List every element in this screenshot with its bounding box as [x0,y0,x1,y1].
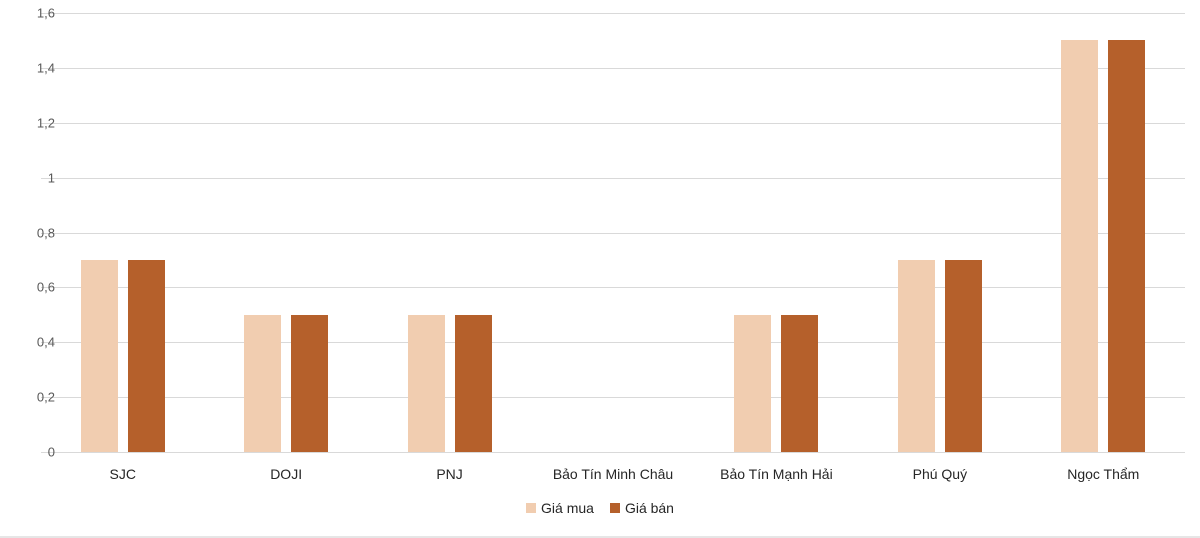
gridline [41,13,1185,14]
gridline [41,123,1185,124]
x-tick-label: Phú Quý [912,466,968,482]
x-tick-label: SJC [109,466,136,482]
x-tick-label: Bảo Tín Mạnh Hải [720,466,833,482]
bar-gia-ban[interactable] [1108,40,1146,452]
y-tick-label: 0 [47,444,55,460]
gridline [41,287,1185,288]
gridline [41,68,1185,69]
legend-swatch-icon [609,503,620,513]
y-tick-label: 1,4 [36,60,55,76]
bar-gia-ban[interactable] [291,314,329,452]
chart-border [0,536,1200,538]
bar-gia-ban[interactable] [127,259,165,452]
y-tick-label: 1,6 [36,5,55,21]
x-tick-label: Ngọc Thẩm [1067,466,1140,482]
gridline [41,452,1185,453]
x-tick-label: DOJI [270,466,303,482]
legend-item-gia-mua[interactable]: Giá mua [526,500,594,516]
bar-gia-mua[interactable] [734,314,772,452]
legend-label: Giá mua [541,500,594,516]
y-tick-label: 0,2 [36,389,55,405]
bar-gia-mua[interactable] [244,314,282,452]
bar-gia-mua[interactable] [1061,40,1099,452]
bar-gia-ban[interactable] [944,259,982,452]
y-tick-label: 0,6 [36,279,55,295]
gridline [41,342,1185,343]
bar-gia-mua[interactable] [897,259,935,452]
legend-label: Giá bán [624,500,674,516]
bar-gia-ban[interactable] [781,314,819,452]
bar-gia-mua[interactable] [80,259,118,452]
gridline [41,397,1185,398]
x-tick-label: Bảo Tín Minh Châu [552,466,674,482]
x-tick-label: PNJ [436,466,463,482]
y-tick-label: 0,4 [36,334,55,350]
legend-swatch-icon [526,503,537,513]
bar-gia-mua[interactable] [407,314,445,452]
y-tick-label: 1,2 [36,115,55,131]
legend: Giá mua Giá bán [0,500,1200,516]
bar-gia-ban[interactable] [454,314,492,452]
y-tick-label: 0,8 [36,225,55,241]
legend-item-gia-ban[interactable]: Giá bán [609,500,674,516]
y-tick-label: 1 [47,170,55,186]
gridline [41,233,1185,234]
gridline [41,178,1185,179]
